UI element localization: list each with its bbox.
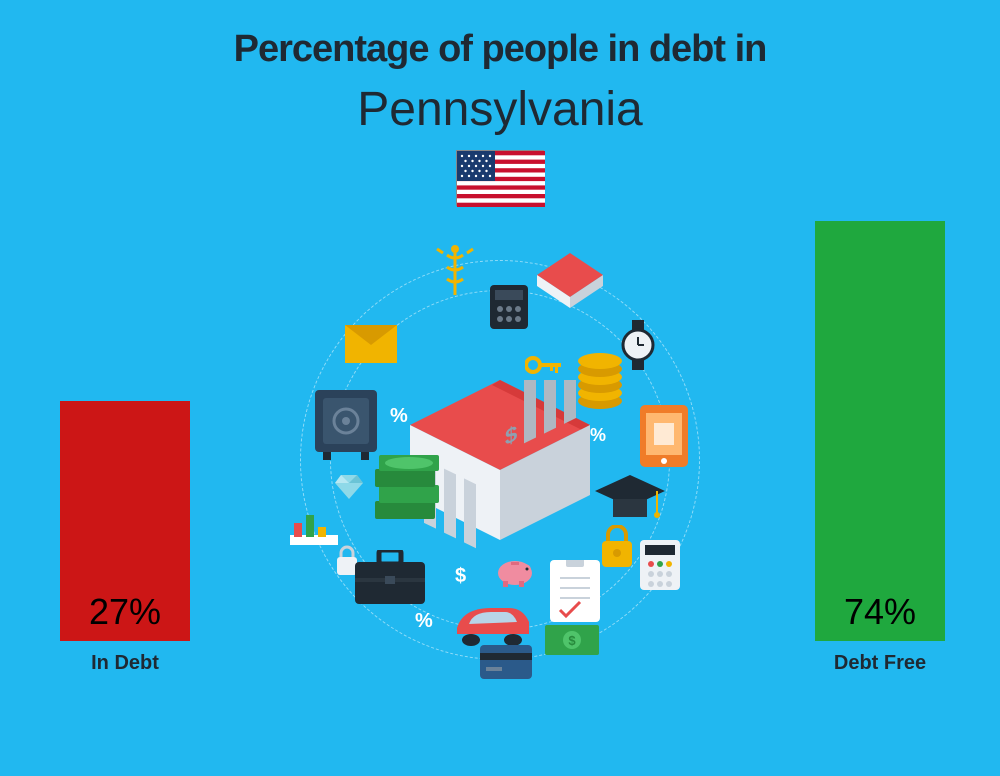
coins-stack-icon bbox=[575, 345, 625, 409]
credit-card-icon bbox=[480, 645, 532, 679]
title-main: Percentage of people in debt in bbox=[0, 28, 1000, 71]
calculator-dark-icon bbox=[490, 285, 528, 329]
car-icon bbox=[445, 600, 535, 648]
caduceus-icon bbox=[435, 245, 475, 300]
calculator-white-icon bbox=[640, 540, 680, 590]
key-icon bbox=[525, 355, 563, 375]
watch-icon bbox=[620, 320, 656, 370]
piggy-bank-icon bbox=[495, 555, 535, 587]
envelope-icon bbox=[345, 325, 397, 363]
dollar-text-1: $ bbox=[455, 565, 466, 588]
lock-gold-icon bbox=[600, 525, 634, 567]
dollar-bill-icon: $ bbox=[545, 625, 599, 655]
bar-in-debt-caption: In Debt bbox=[60, 652, 190, 675]
svg-text:$: $ bbox=[568, 633, 576, 648]
safe-icon bbox=[315, 390, 377, 460]
infographic-canvas: Percentage of people in debt in Pennsylv… bbox=[0, 0, 1000, 776]
small-house-icon bbox=[535, 250, 605, 310]
diamond-icon bbox=[335, 475, 363, 499]
bar-debt-free: 74% bbox=[815, 221, 945, 641]
percent-text-1: % bbox=[390, 405, 408, 428]
cash-stack-icon bbox=[375, 455, 441, 523]
briefcase-icon bbox=[355, 550, 425, 604]
percent-text-3: % bbox=[590, 425, 606, 446]
center-finance-graphic: $ % bbox=[290, 250, 710, 670]
bar-debt-free-caption: Debt Free bbox=[815, 652, 945, 675]
bar-chart-icon bbox=[290, 505, 338, 545]
tablet-icon bbox=[640, 405, 688, 467]
bar-in-debt: 27% bbox=[60, 401, 190, 641]
graduation-cap-icon bbox=[595, 475, 665, 523]
title-sub: Pennsylvania bbox=[0, 82, 1000, 137]
percent-text-2: % bbox=[415, 610, 433, 633]
bar-debt-free-value: 74% bbox=[815, 591, 945, 633]
bar-in-debt-value: 27% bbox=[60, 591, 190, 633]
clipboard-icon bbox=[550, 560, 600, 622]
us-flag-icon bbox=[456, 150, 544, 206]
